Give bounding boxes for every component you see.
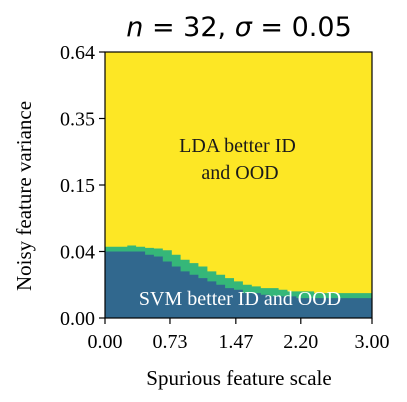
y-tick-label: 0.00 [60, 308, 95, 330]
title-n-value: 32 [183, 12, 217, 43]
x-axis-ticks: 0.00 0.73 1.47 2.20 3.00 [88, 318, 390, 353]
plot-area [104, 51, 373, 319]
x-tick-label: 1.47 [218, 331, 253, 353]
x-tick-label: 2.20 [283, 331, 318, 353]
title-sigma-value: 0.05 [292, 12, 352, 43]
annotation-lda-line1: LDA better ID [179, 135, 296, 157]
y-tick-label: 0.64 [60, 42, 95, 64]
x-tick-label: 0.00 [88, 331, 123, 353]
x-tick-label: 3.00 [355, 331, 390, 353]
svm-region [105, 251, 372, 318]
x-tick-label: 0.73 [152, 331, 187, 353]
annotation-lda-line2: and OOD [201, 162, 278, 184]
annotation-lda: LDA better ID and OOD [179, 135, 301, 184]
annotation-svm: SVM better ID and OOD [139, 288, 341, 310]
chart-title: n = 32, σ = 0.05 [126, 12, 352, 43]
y-axis-ticks: 0.00 0.04 0.15 0.35 0.64 [60, 42, 105, 330]
x-axis-label: Spurious feature scale [146, 366, 331, 390]
y-tick-label: 0.15 [60, 175, 95, 197]
y-axis-label: Noisy feature variance [12, 101, 36, 291]
y-tick-label: 0.04 [60, 242, 95, 264]
y-tick-label: 0.35 [60, 109, 95, 131]
